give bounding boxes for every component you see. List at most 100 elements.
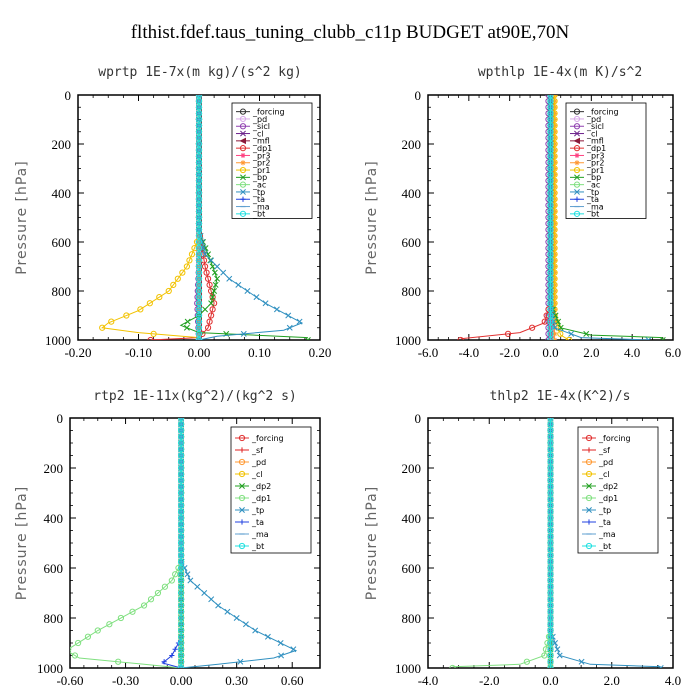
legend-label: _dp1 bbox=[598, 494, 618, 503]
legend-marker bbox=[238, 458, 246, 466]
series-marker-bt bbox=[195, 122, 203, 129]
legend-label: _forcing bbox=[598, 434, 631, 443]
series-marker-tp bbox=[237, 658, 244, 665]
x-tick-label: 4.0 bbox=[665, 673, 681, 688]
y-tick-label: 600 bbox=[52, 235, 72, 250]
series-marker-bp bbox=[183, 324, 190, 331]
series-group bbox=[457, 95, 666, 340]
legend-label: _tp bbox=[598, 506, 611, 515]
series-marker-tp bbox=[645, 337, 652, 340]
legend-box bbox=[565, 102, 647, 219]
y-tick-label: 800 bbox=[52, 284, 72, 299]
series-marker-bt bbox=[547, 646, 554, 653]
series-marker-bt bbox=[547, 639, 554, 647]
series-marker-dp1 bbox=[209, 306, 216, 313]
series-marker-bt bbox=[547, 627, 554, 634]
x-tick-label: -2.0 bbox=[479, 673, 500, 688]
series-marker-bt bbox=[547, 208, 554, 215]
series-marker-bt bbox=[547, 589, 554, 597]
series-marker-bt bbox=[178, 633, 185, 640]
x-tick-label: 2.0 bbox=[604, 673, 620, 688]
legend-label: _dp1 bbox=[586, 144, 606, 153]
legend-marker bbox=[239, 166, 247, 174]
series-marker-tp bbox=[278, 652, 285, 659]
chart-panel-4: thlp2 1E-4x(K^2)/s Pressure [hPa] -4.0 -2.0… bbox=[364, 389, 681, 688]
legend-label: _sicl bbox=[252, 122, 270, 131]
series-marker-tp bbox=[240, 330, 247, 337]
series-marker-bt bbox=[547, 153, 554, 160]
x-tick-label: 0.30 bbox=[225, 673, 248, 688]
series-marker-bp bbox=[555, 318, 562, 325]
series-marker-bt bbox=[195, 287, 203, 295]
chart-panels: wprtp 1E-7x(m kg)/(s^2 kg) Pressure [hPa]… bbox=[14, 65, 681, 688]
y-tick-label: 400 bbox=[44, 511, 64, 526]
legend-label: _pr2 bbox=[252, 159, 270, 168]
series-marker-dp1 bbox=[115, 658, 122, 665]
series-marker-bt bbox=[547, 226, 554, 233]
legend-marker bbox=[586, 447, 592, 453]
legend-label: _ma bbox=[251, 530, 269, 539]
series-marker-tp bbox=[220, 269, 227, 276]
series-marker-dp1 bbox=[172, 571, 179, 578]
series-marker-bt bbox=[178, 539, 185, 547]
series-marker-bt bbox=[547, 245, 554, 252]
legend-marker bbox=[238, 542, 246, 550]
series-marker-bt bbox=[547, 471, 554, 478]
series-marker-tp bbox=[244, 288, 251, 294]
legend-label: _dp2 bbox=[598, 482, 618, 491]
series-marker-dp1 bbox=[504, 330, 512, 337]
series-marker-bt bbox=[547, 110, 554, 117]
series-marker-bt bbox=[195, 202, 203, 209]
x-tick-label: 2.0 bbox=[583, 345, 599, 360]
series-marker-bt bbox=[547, 281, 554, 288]
series-marker-tp bbox=[657, 665, 664, 668]
legend-label: _dp1 bbox=[251, 494, 271, 503]
legend-marker bbox=[585, 434, 593, 442]
legend-marker bbox=[239, 181, 247, 188]
series-marker-pr1 bbox=[565, 336, 572, 340]
series-marker-bt bbox=[547, 116, 554, 123]
series-marker-bt bbox=[547, 251, 554, 258]
series-marker-bt bbox=[547, 177, 554, 184]
series-marker-tp bbox=[233, 615, 240, 621]
y-tick-label: 600 bbox=[402, 235, 422, 250]
series-marker-bt bbox=[195, 171, 203, 178]
series-marker-bp bbox=[659, 337, 666, 340]
legend-label: _ta bbox=[598, 518, 611, 527]
series-marker-bt bbox=[195, 116, 203, 123]
series-marker-bt bbox=[547, 104, 554, 111]
series-marker-dp1 bbox=[203, 269, 210, 276]
x-tick-label: 0.60 bbox=[281, 673, 304, 688]
series-marker-tp bbox=[285, 312, 292, 319]
series-marker-pr1 bbox=[150, 330, 157, 337]
series-marker-tp bbox=[187, 577, 194, 584]
series-marker-bp bbox=[209, 294, 216, 301]
series-marker-bt bbox=[195, 263, 203, 270]
series-marker-bt bbox=[547, 269, 554, 276]
legend-label: _ac bbox=[252, 180, 266, 189]
series-marker-bt bbox=[178, 508, 185, 515]
series-marker-tp bbox=[214, 263, 221, 270]
legend-label: _dp2 bbox=[251, 482, 271, 491]
series-marker-bt bbox=[547, 183, 554, 190]
series-marker-bt bbox=[547, 533, 554, 540]
legend-label: _pr3 bbox=[586, 151, 604, 160]
series-line-dp1 bbox=[70, 418, 182, 668]
series-marker-tp bbox=[224, 608, 231, 615]
series-marker-bt bbox=[547, 421, 554, 428]
y-tick-label: 0 bbox=[65, 88, 72, 103]
series-marker-tp bbox=[578, 658, 585, 665]
series-marker-bt bbox=[547, 214, 554, 221]
series-marker-tp bbox=[208, 596, 215, 603]
series-marker-bt bbox=[547, 98, 554, 105]
y-tick-label: 1000 bbox=[45, 333, 71, 348]
legend-label: _cl bbox=[586, 129, 598, 138]
series-marker-bt bbox=[178, 446, 185, 453]
series-marker-pr1 bbox=[174, 275, 181, 282]
series-marker-pr1 bbox=[137, 306, 144, 313]
series-marker-bt bbox=[547, 189, 554, 197]
legend-label: _pr3 bbox=[252, 151, 270, 160]
series-marker-bt bbox=[547, 621, 554, 628]
series-marker-tp bbox=[568, 330, 575, 337]
series-marker-tp bbox=[273, 306, 280, 313]
